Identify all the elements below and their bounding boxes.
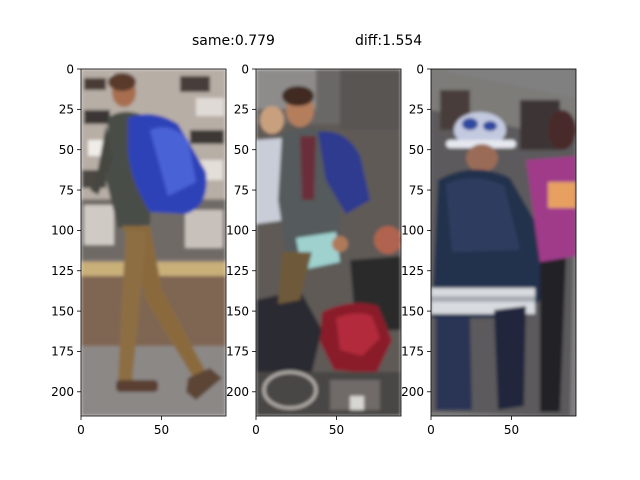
anchor-ytick-label: 125	[51, 264, 74, 278]
negative-axes-frame	[430, 68, 577, 417]
negative-ytick-label: 150	[401, 304, 424, 318]
anchor-ytick-label: 75	[59, 183, 74, 197]
panel-anchor	[80, 68, 227, 417]
negative-ytick-label: 50	[409, 143, 424, 157]
positive-ytick-label: 100	[226, 224, 249, 238]
positive-xtick-label: 50	[329, 423, 344, 437]
axis-ticks: 0 25 50 75 100 125 150 175 200 0 50 0 25 50 75 100 125 15…	[51, 62, 519, 437]
same-score-title: same:0.779	[192, 33, 275, 49]
positive-ytick-label: 25	[234, 103, 249, 117]
negative-ytick-label: 200	[401, 385, 424, 399]
panel-negative	[430, 68, 577, 417]
anchor-ytick-label: 100	[51, 224, 74, 238]
anchor-ytick-label: 200	[51, 385, 74, 399]
positive-axes-frame	[255, 68, 402, 417]
positive-ytick-label: 125	[226, 264, 249, 278]
anchor-ytick-label: 175	[51, 345, 74, 359]
anchor-axes-frame	[80, 68, 227, 417]
anchor-ytick-label: 0	[66, 62, 74, 76]
negative-xtick-label: 0	[427, 423, 435, 437]
anchor-xtick-label: 50	[154, 423, 169, 437]
negative-ytick-label: 125	[401, 264, 424, 278]
negative-ytick-label: 100	[401, 224, 424, 238]
anchor-image	[81, 69, 226, 416]
positive-ytick-label: 150	[226, 304, 249, 318]
positive-ytick-label: 50	[234, 143, 249, 157]
positive-xtick-label: 0	[252, 423, 260, 437]
anchor-ytick-label: 50	[59, 143, 74, 157]
positive-ytick-label: 175	[226, 345, 249, 359]
positive-ytick-label: 75	[234, 183, 249, 197]
anchor-xtick-label: 0	[77, 423, 85, 437]
negative-xtick-label: 50	[504, 423, 519, 437]
positive-ytick-label: 200	[226, 385, 249, 399]
negative-ytick-label: 75	[409, 183, 424, 197]
positive-ytick-label: 0	[241, 62, 249, 76]
anchor-ytick-label: 150	[51, 304, 74, 318]
negative-ytick-label: 25	[409, 103, 424, 117]
negative-ytick-label: 0	[416, 62, 424, 76]
negative-ytick-label: 175	[401, 345, 424, 359]
positive-image	[256, 69, 401, 416]
panel-positive	[255, 68, 402, 417]
anchor-ytick-label: 25	[59, 103, 74, 117]
diff-score-title: diff:1.554	[355, 33, 423, 49]
negative-image	[431, 69, 576, 416]
